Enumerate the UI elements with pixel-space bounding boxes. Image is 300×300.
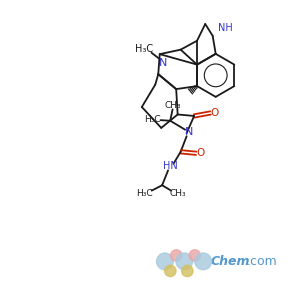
Text: .com: .com (247, 255, 278, 268)
Circle shape (165, 265, 176, 277)
Text: O: O (211, 108, 219, 118)
Text: H₃C: H₃C (136, 189, 153, 198)
Circle shape (182, 265, 193, 277)
Text: H₃C: H₃C (145, 115, 161, 124)
Text: NH: NH (218, 23, 232, 34)
Text: H₃C: H₃C (135, 44, 153, 54)
Circle shape (176, 253, 193, 270)
Text: N: N (184, 127, 193, 137)
Text: HN: HN (163, 161, 177, 171)
Text: Chem: Chem (210, 255, 250, 268)
Circle shape (195, 253, 212, 270)
Text: N: N (159, 58, 168, 68)
Text: O: O (196, 148, 205, 158)
Circle shape (171, 250, 182, 261)
Text: CH₃: CH₃ (165, 101, 181, 110)
Circle shape (189, 250, 200, 261)
Text: CH₃: CH₃ (169, 189, 186, 198)
Circle shape (157, 253, 173, 270)
